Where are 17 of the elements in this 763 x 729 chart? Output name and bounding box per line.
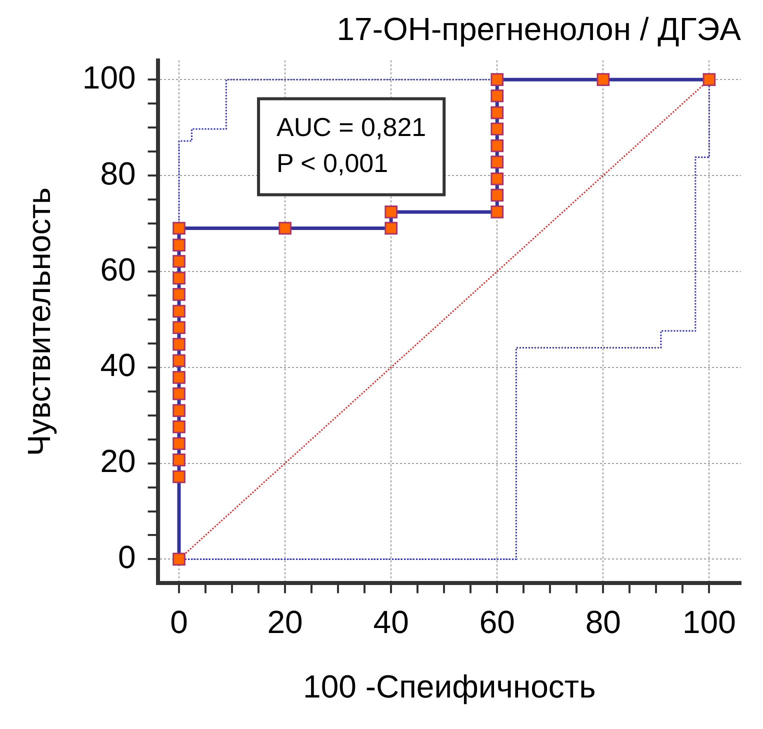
x-tick-label: 80	[585, 604, 621, 640]
x-tick-label: 0	[170, 604, 188, 640]
chart-title: 17-ОН-прегненолон / ДГЭА	[336, 11, 742, 48]
y-tick-label: 80	[100, 155, 136, 192]
y-tick-label: 60	[100, 251, 136, 288]
y-tick-label: 0	[118, 539, 136, 576]
y-tick-label: 100	[82, 59, 136, 96]
x-tick-label: 100	[682, 604, 736, 640]
x-tick-label: 20	[267, 604, 303, 640]
x-tick-label: 40	[373, 604, 409, 640]
annotation: AUC = 0,821	[276, 112, 426, 142]
y-tick-label: 40	[100, 347, 136, 384]
x-tick-label: 60	[479, 604, 515, 640]
y-tick-label: 20	[100, 443, 136, 480]
annotation: P < 0,001	[276, 148, 388, 178]
x-axis-title: 100 -Спеифичность	[303, 668, 596, 705]
y-axis-title: Чувствительность	[21, 187, 58, 456]
